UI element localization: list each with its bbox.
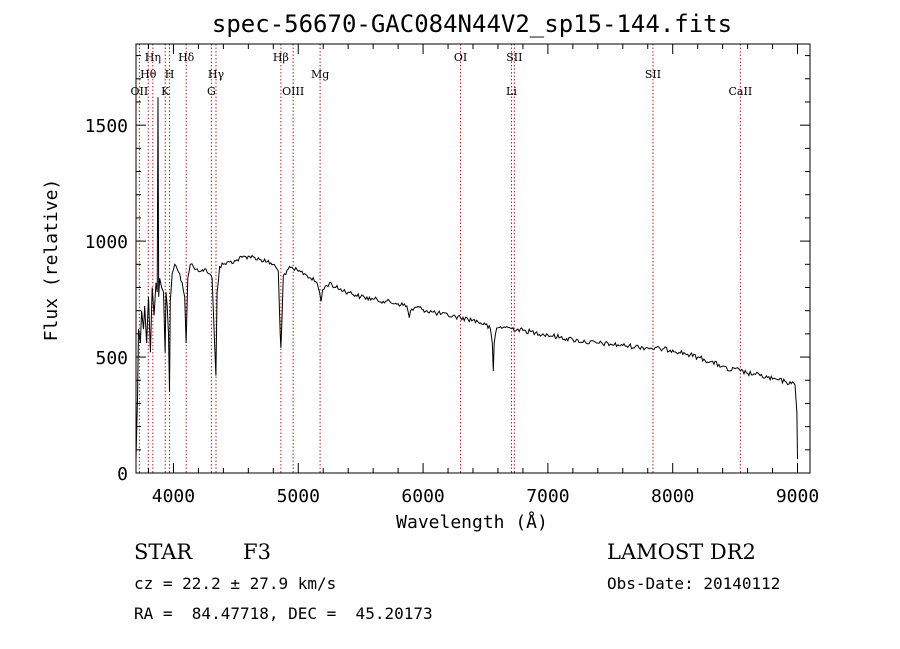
axis-ticks — [136, 44, 810, 474]
x-tick-labels: 4000 5000 6000 7000 8000 9000 — [152, 486, 819, 507]
x-tick-label: 4000 — [152, 486, 195, 507]
x-tick-label: 5000 — [277, 486, 320, 507]
y-axis-label: Flux (relative) — [41, 179, 62, 342]
line-marker-label: Hγ — [208, 68, 225, 81]
line-marker-label: G — [207, 85, 216, 98]
y-tick-label: 0 — [117, 464, 128, 485]
chart-title: spec-56670-GAC084N44V2_sp15-144.fits — [212, 10, 732, 38]
x-tick-label: 7000 — [526, 486, 569, 507]
line-marker-label: CaII — [729, 85, 753, 98]
x-tick-label: 8000 — [651, 486, 694, 507]
spectrum-line — [135, 97, 798, 460]
x-axis-label: Wavelength (Å) — [396, 511, 548, 533]
y-tick-label: 500 — [95, 348, 128, 369]
y-tick-label: 1000 — [85, 232, 128, 253]
object-class: STAR — [134, 540, 193, 564]
x-tick-label: 6000 — [401, 486, 444, 507]
line-marker-label: Mg — [311, 68, 329, 81]
y-tick-label: 1500 — [85, 116, 128, 137]
x-tick-label: 9000 — [776, 486, 819, 507]
survey-name: LAMOST DR2 — [607, 540, 756, 564]
coordinates: RA = 84.47718, DEC = 45.20173 — [134, 604, 433, 623]
line-marker-label: Li — [506, 85, 517, 98]
line-marker-label: SII — [506, 51, 522, 64]
line-marker-label: Hη — [145, 51, 161, 64]
line-marker-label: Hβ — [273, 51, 289, 64]
observation-date: Obs-Date: 20140112 — [607, 574, 781, 593]
line-marker-label: OII — [131, 85, 149, 98]
line-marker-label: OIII — [282, 85, 304, 98]
line-marker-label: OI — [454, 51, 467, 64]
line-marker-label: SII — [645, 68, 661, 81]
redshift-velocity: cz = 22.2 ± 27.9 km/s — [134, 574, 337, 593]
line-marker-label: H — [165, 68, 175, 81]
line-marker-label: Hδ — [178, 51, 195, 64]
y-tick-labels: 0 500 1000 1500 — [85, 116, 128, 485]
subclass: F3 — [243, 540, 271, 564]
line-marker-label: K — [161, 85, 170, 98]
line-marker-label: Hθ — [140, 68, 157, 81]
plot-frame — [135, 43, 811, 474]
